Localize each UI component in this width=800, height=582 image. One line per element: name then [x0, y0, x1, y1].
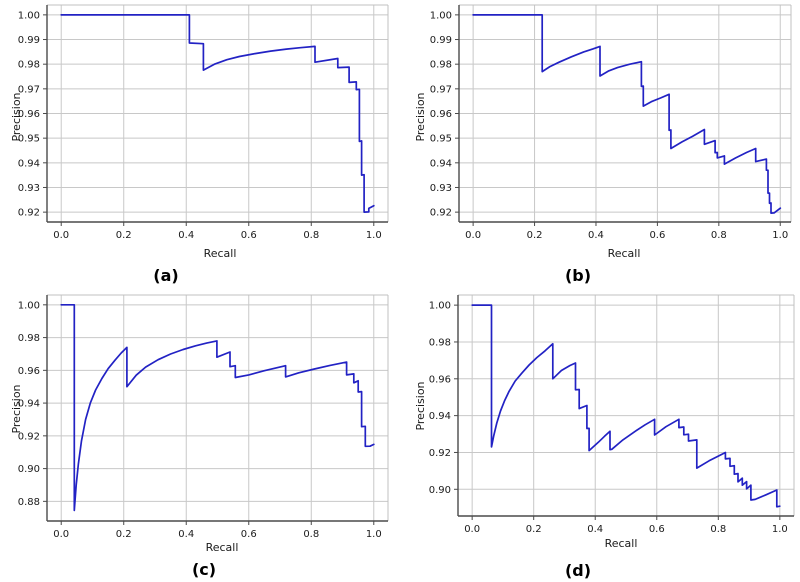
x-tick-label: 1.0: [366, 230, 382, 241]
y-tick-label: 0.99: [18, 35, 40, 46]
y-tick-label: 0.98: [18, 60, 40, 71]
y-tick-label: 0.94: [18, 158, 40, 169]
y-axis-label-c: Precision: [10, 384, 23, 433]
y-tick-label: 0.90: [429, 485, 451, 496]
y-tick-label: 0.97: [18, 84, 40, 95]
subplot-c: 0.0 0.2 0.4 0.6 0.8 1.0 0.88 0.90 0.92 0.94 0.96 0.…: [18, 294, 389, 540]
x-axis-label-b: Recall: [608, 247, 641, 260]
caption-b: (b): [565, 266, 591, 285]
subplot-d: 0.0 0.2 0.4 0.6 0.8 1.0 0.90 0.92 0.94 0.96 0.98 1.…: [429, 294, 795, 535]
x-tick-label: 0.2: [527, 230, 543, 241]
x-tick-label: 0.6: [241, 230, 257, 241]
x-axis-label-d: Recall: [605, 537, 638, 550]
pr-curve-a: [60, 14, 375, 213]
pr-curve-c: [60, 303, 375, 512]
x-tick-label: 0.2: [116, 230, 132, 241]
x-tick-label: 0.8: [711, 230, 727, 241]
y-tick-label: 0.99: [430, 35, 452, 46]
y-tick-label: 0.90: [18, 464, 40, 475]
x-axis-label-c: Recall: [206, 541, 239, 554]
y-axis-label-d: Precision: [414, 381, 427, 430]
y-tick-label: 0.95: [18, 134, 40, 145]
y-axis-label-b: Precision: [414, 92, 427, 141]
y-tick-label: 1.00: [429, 301, 451, 312]
x-tick-label: 0.4: [178, 529, 194, 540]
y-tick-label: 0.92: [18, 208, 40, 219]
y-tick-label: 1.00: [18, 300, 40, 311]
y-axis-label-a: Precision: [10, 92, 23, 141]
y-tick-label: 0.88: [18, 497, 40, 508]
y-tick-label: 0.93: [18, 183, 40, 194]
y-tick-label: 0.98: [430, 60, 452, 71]
x-tick-label: 0.8: [303, 230, 319, 241]
x-tick-label: 1.0: [366, 529, 382, 540]
caption-c: (c): [192, 560, 216, 579]
x-tick-label: 0.2: [116, 529, 132, 540]
y-tick-label: 0.92: [430, 208, 452, 219]
y-tick-label: 1.00: [18, 10, 40, 21]
x-tick-label: 0.6: [241, 529, 257, 540]
y-tick-label: 0.96: [430, 109, 452, 120]
subplot-a: 0.0 0.2 0.4 0.6 0.8 1.0 0.92 0.93 0.94 0.95 0.96 0.…: [18, 4, 389, 241]
x-tick-label: 0.0: [465, 230, 481, 241]
x-tick-label: 0.0: [53, 529, 69, 540]
y-tick-label: 0.98: [429, 337, 451, 348]
x-tick-label: 0.6: [649, 524, 665, 535]
y-tick-label: 0.97: [430, 84, 452, 95]
y-tick-label: 0.96: [429, 374, 451, 385]
y-tick-label: 0.96: [18, 109, 40, 120]
x-axis-label-a: Recall: [204, 247, 237, 260]
x-tick-label: 0.2: [526, 524, 542, 535]
y-tick-label: 0.93: [430, 183, 452, 194]
y-tick-label: 0.94: [429, 411, 451, 422]
x-tick-label: 0.8: [710, 524, 726, 535]
caption-d: (d): [565, 561, 591, 580]
x-tick-label: 0.0: [464, 524, 480, 535]
x-tick-label: 0.4: [587, 524, 603, 535]
caption-a: (a): [153, 266, 178, 285]
x-tick-label: 0.4: [178, 230, 194, 241]
y-tick-label: 0.98: [18, 333, 40, 344]
y-tick-label: 0.92: [18, 431, 40, 442]
y-tick-label: 0.94: [430, 158, 452, 169]
y-tick-label: 0.96: [18, 366, 40, 377]
y-tick-label: 0.94: [18, 399, 40, 410]
y-tick-label: 1.00: [430, 10, 452, 21]
subplot-b: 0.0 0.2 0.4 0.6 0.8 1.0 0.92 0.93 0.94 0.95 0.96 0.…: [430, 4, 792, 241]
x-tick-label: 1.0: [772, 230, 788, 241]
x-tick-label: 0.0: [53, 230, 69, 241]
y-tick-label: 0.92: [429, 448, 451, 459]
x-tick-label: 0.8: [303, 529, 319, 540]
y-tick-label: 0.95: [430, 134, 452, 145]
pr-curve-b: [472, 14, 782, 214]
x-tick-label: 0.4: [588, 230, 604, 241]
pr-curve-d: [471, 304, 781, 508]
x-tick-label: 0.6: [649, 230, 665, 241]
x-tick-label: 1.0: [772, 524, 788, 535]
